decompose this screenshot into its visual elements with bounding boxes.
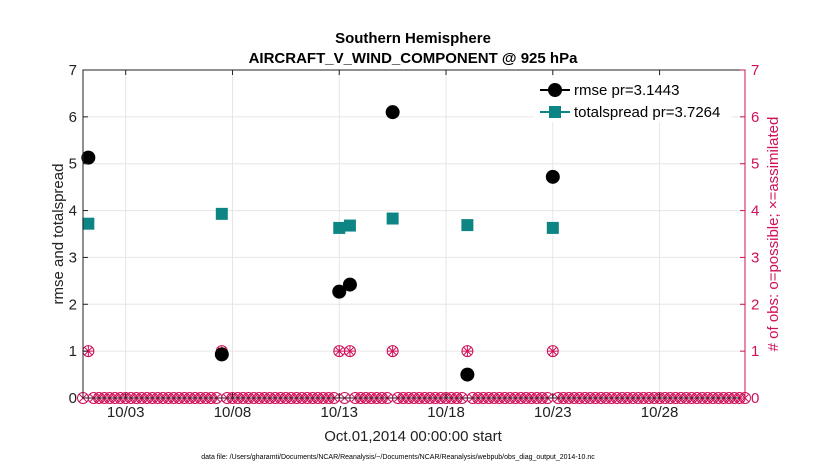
chart-title: Southern Hemisphere (335, 30, 491, 47)
obs-marker (546, 345, 559, 358)
rmse-point (545, 169, 560, 184)
legend-totalspread-marker (549, 106, 561, 118)
rmse-point (81, 150, 96, 165)
totalspread-point (461, 219, 474, 232)
totalspread-point (215, 207, 228, 220)
rmse-point (385, 105, 400, 120)
x-tick-label: 10/08 (214, 404, 252, 421)
y-right-tick-label: 1 (751, 343, 759, 360)
y-tick-label: 0 (69, 390, 77, 407)
obs-marker (343, 345, 356, 358)
y-tick-label: 2 (69, 296, 77, 313)
chart-subtitle: AIRCRAFT_V_WIND_COMPONENT @ 925 hPa (249, 50, 579, 67)
totalspread-point (546, 221, 559, 234)
legend: rmse pr=3.1443 totalspread pr=3.7264 (534, 76, 732, 122)
ticks: 0 0 1 1 2 2 3 3 4 4 5 5 6 6 7 7 10/03 10/08 10/13 10/18 10/2… (69, 62, 760, 421)
y-tick-label: 1 (69, 343, 77, 360)
x-tick-label: 10/28 (641, 404, 679, 421)
rmse-point (460, 367, 475, 382)
y-tick-label: 5 (69, 156, 77, 173)
x-axis-label: Oct.01,2014 00:00:00 start (324, 428, 502, 445)
x-tick-label: 10/18 (427, 404, 465, 421)
totalspread-point (343, 219, 356, 232)
legend-totalspread-label: totalspread pr=3.7264 (574, 104, 720, 121)
rmse-point (332, 284, 347, 299)
series-markers (81, 105, 560, 382)
y-tick-label: 3 (69, 249, 77, 266)
x-tick-label: 10/13 (320, 404, 358, 421)
y-right-tick-label: 0 (751, 390, 759, 407)
legend-rmse-marker (548, 83, 562, 97)
y-right-tick-label: 7 (751, 62, 759, 79)
totalspread-point (82, 217, 95, 230)
y-right-tick-label: 5 (751, 156, 759, 173)
y-right-tick-label: 3 (751, 249, 759, 266)
rmse-point (342, 277, 357, 292)
y-axis-right-label: # of obs: o=possible; ×=assimilated (765, 117, 782, 352)
obs-marker (333, 345, 346, 358)
legend-rmse-label: rmse pr=3.1443 (574, 82, 679, 99)
y-tick-label: 4 (69, 203, 77, 220)
legend-box (534, 76, 732, 122)
y-right-tick-label: 2 (751, 296, 759, 313)
x-tick-label: 10/03 (107, 404, 145, 421)
y-tick-label: 7 (69, 62, 77, 79)
y-axis-label: rmse and totalspread (50, 164, 67, 305)
y-right-tick-label: 6 (751, 109, 759, 126)
data-file-footer: data file: /Users/gharamti/Documents/NCA… (201, 454, 595, 461)
y-right-tick-label: 4 (751, 203, 759, 220)
rmse-point (214, 347, 229, 362)
totalspread-point (386, 212, 399, 225)
y-tick-label: 6 (69, 109, 77, 126)
totalspread-point (333, 221, 346, 234)
obs-marker (386, 345, 399, 358)
obs-marker (461, 345, 474, 358)
x-tick-label: 10/23 (534, 404, 572, 421)
